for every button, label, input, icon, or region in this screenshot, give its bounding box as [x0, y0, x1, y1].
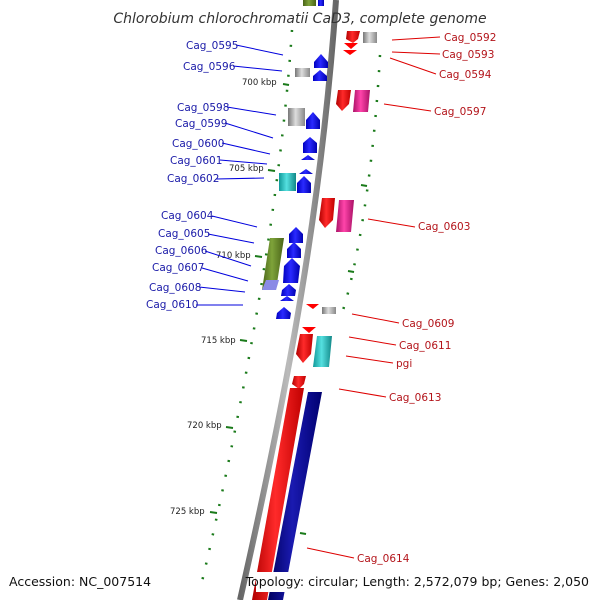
genome-summary-text: Topology: circular; Length: 2,572,079 bp… [245, 574, 589, 589]
gene-label-cag-0608[interactable]: Cag_0608 [149, 282, 201, 294]
gene-label-cag-0614[interactable]: Cag_0614 [357, 553, 410, 565]
gene-label-cag-0606[interactable]: Cag_0606 [155, 245, 208, 257]
gene-label-cag-0595[interactable]: Cag_0595 [186, 40, 238, 52]
scale-label-725: 725 kbp [170, 507, 205, 517]
genome-backbone [237, 0, 339, 600]
gene-label-cag-0597[interactable]: Cag_0597 [434, 106, 486, 118]
feature-top-blue [318, 0, 324, 6]
gene-label-cag-0605[interactable]: Cag_0605 [158, 228, 210, 240]
summary-backdrop [256, 572, 592, 592]
gene-label-cag-0592[interactable]: Cag_0592 [444, 32, 496, 44]
gene-label-cag-0594[interactable]: Cag_0594 [439, 69, 492, 81]
scale-label-720: 720 kbp [187, 421, 222, 431]
gene-label-cag-0602[interactable]: Cag_0602 [167, 173, 219, 185]
scale-label-710: 710 kbp [216, 251, 251, 261]
forward-strand-features [252, 31, 377, 600]
gene-label-pgi[interactable]: pgi [396, 358, 412, 370]
scale-label-705: 705 kbp [229, 164, 264, 174]
gene-label-cag-0593[interactable]: Cag_0593 [442, 49, 494, 61]
scale-label-700: 700 kbp [242, 78, 277, 88]
accession-text: Accession: NC_007514 [9, 574, 151, 589]
gene-label-cag-0613[interactable]: Cag_0613 [389, 392, 441, 404]
gene-label-cag-0600[interactable]: Cag_0600 [172, 138, 224, 150]
gene-label-cag-0609[interactable]: Cag_0609 [402, 318, 454, 330]
scale-ticks [209, 83, 368, 535]
reverse-strand-features [262, 54, 328, 319]
gene-label-cag-0596[interactable]: Cag_0596 [183, 61, 236, 73]
gene-label-cag-0611[interactable]: Cag_0611 [399, 340, 451, 352]
map-title: Chlorobium chlorochromatii CaD3, complet… [113, 11, 486, 27]
gene-label-cag-0599[interactable]: Cag_0599 [175, 118, 227, 130]
left-leader-lines [196, 44, 284, 306]
gene-label-cag-0610[interactable]: Cag_0610 [146, 299, 198, 311]
gene-label-cag-0604[interactable]: Cag_0604 [161, 210, 214, 222]
gene-label-cag-0607[interactable]: Cag_0607 [152, 262, 204, 274]
gene-label-cag-0601[interactable]: Cag_0601 [170, 155, 222, 167]
right-leader-lines [306, 36, 441, 559]
feature-top-olive [303, 0, 316, 6]
scale-label-715: 715 kbp [201, 336, 236, 346]
gene-label-cag-0598[interactable]: Cag_0598 [177, 102, 229, 114]
gene-label-cag-0603[interactable]: Cag_0603 [418, 221, 470, 233]
